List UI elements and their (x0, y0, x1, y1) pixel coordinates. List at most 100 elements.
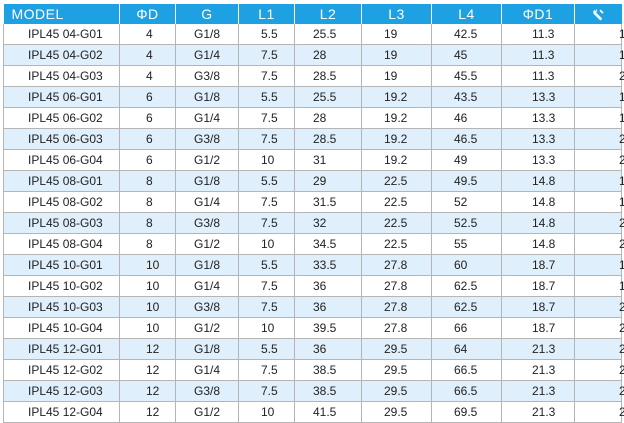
l1-cell: 7.5 (238, 212, 295, 234)
thread-cell: G1/8 (175, 170, 239, 192)
l3-cell: 19 (361, 44, 432, 66)
thread-cell: G1/4 (175, 44, 239, 66)
model-cell: IPL45 10-G02 (3, 275, 120, 297)
l2-cell: 28 (294, 44, 362, 66)
d1-cell: 21.3 (501, 380, 575, 402)
outer-diameter-cell: 4 (119, 44, 176, 66)
wrench-size-cell: 21 (574, 338, 624, 360)
wrench-size-cell: 24 (574, 149, 624, 171)
wrench-size-cell: 21 (574, 380, 624, 402)
l4-cell: 43.5 (431, 86, 502, 108)
l2-cell: 31 (294, 149, 362, 171)
l2-cell: 33.5 (294, 254, 362, 276)
spec-table: MODEL ΦD G L1 L2 L3 L4 ΦD1 IPL45 04-G01 4… (3, 4, 624, 423)
outer-diameter-cell: 6 (119, 86, 176, 108)
l3-cell: 19.2 (361, 107, 432, 129)
l4-cell: 64 (431, 338, 502, 360)
outer-diameter-cell: 8 (119, 212, 176, 234)
l4-cell: 66.5 (431, 380, 502, 402)
wrench-size-cell: 14 (574, 24, 624, 45)
d1-cell: 14.8 (501, 233, 575, 255)
header-l1: L1 (238, 4, 295, 24)
l1-cell: 5.5 (238, 86, 295, 108)
d1-cell: 11.3 (501, 24, 575, 45)
thread-cell: G3/8 (175, 380, 239, 402)
l2-cell: 28.5 (294, 128, 362, 150)
l4-cell: 52 (431, 191, 502, 213)
l3-cell: 29.5 (361, 338, 432, 360)
wrench-size-cell: 20 (574, 128, 624, 150)
l4-cell: 55 (431, 233, 502, 255)
header-wrench (574, 4, 622, 24)
model-cell: IPL45 06-G04 (3, 149, 120, 171)
model-cell: IPL45 12-G01 (3, 338, 120, 360)
l3-cell: 19.2 (361, 86, 432, 108)
thread-cell: G1/4 (175, 275, 239, 297)
wrench-size-cell: 20 (574, 212, 624, 234)
l3-cell: 19.2 (361, 149, 432, 171)
d1-cell: 14.8 (501, 170, 575, 192)
model-cell: IPL45 10-G04 (3, 317, 120, 339)
outer-diameter-cell: 12 (119, 401, 176, 423)
wrench-size-cell: 14 (574, 86, 624, 108)
model-cell: IPL45 04-G01 (3, 24, 120, 45)
l2-cell: 28 (294, 107, 362, 129)
d1-cell: 13.3 (501, 128, 575, 150)
l4-cell: 45.5 (431, 65, 502, 87)
d1-cell: 14.8 (501, 191, 575, 213)
l1-cell: 10 (238, 233, 295, 255)
outer-diameter-cell: 6 (119, 128, 176, 150)
l1-cell: 7.5 (238, 44, 295, 66)
l2-cell: 36 (294, 296, 362, 318)
thread-cell: G1/4 (175, 107, 239, 129)
l2-cell: 36 (294, 338, 362, 360)
l4-cell: 69.5 (431, 401, 502, 423)
l3-cell: 29.5 (361, 401, 432, 423)
outer-diameter-cell: 10 (119, 275, 176, 297)
l4-cell: 66 (431, 317, 502, 339)
l3-cell: 19 (361, 24, 432, 45)
l4-cell: 46.5 (431, 128, 502, 150)
l4-cell: 49.5 (431, 170, 502, 192)
l1-cell: 5.5 (238, 170, 295, 192)
model-cell: IPL45 12-G03 (3, 380, 120, 402)
model-cell: IPL45 06-G02 (3, 107, 120, 129)
outer-diameter-cell: 10 (119, 296, 176, 318)
l1-cell: 7.5 (238, 107, 295, 129)
l3-cell: 27.8 (361, 296, 432, 318)
l3-cell: 29.5 (361, 380, 432, 402)
d1-cell: 14.8 (501, 212, 575, 234)
l1-cell: 7.5 (238, 128, 295, 150)
l4-cell: 66.5 (431, 359, 502, 381)
thread-cell: G1/8 (175, 254, 239, 276)
l4-cell: 45 (431, 44, 502, 66)
l2-cell: 39.5 (294, 317, 362, 339)
l2-cell: 36 (294, 275, 362, 297)
l3-cell: 19.2 (361, 128, 432, 150)
thread-cell: G1/8 (175, 86, 239, 108)
l1-cell: 5.5 (238, 254, 295, 276)
l3-cell: 27.8 (361, 275, 432, 297)
outer-diameter-cell: 10 (119, 317, 176, 339)
l2-cell: 29 (294, 170, 362, 192)
outer-diameter-cell: 12 (119, 338, 176, 360)
l2-cell: 32 (294, 212, 362, 234)
thread-cell: G3/8 (175, 128, 239, 150)
wrench-size-cell: 17 (574, 254, 624, 276)
header-thread: G (175, 4, 239, 24)
l2-cell: 38.5 (294, 380, 362, 402)
l2-cell: 25.5 (294, 24, 362, 45)
wrench-icon (591, 6, 605, 22)
thread-cell: G1/8 (175, 24, 239, 45)
l3-cell: 22.5 (361, 212, 432, 234)
l1-cell: 7.5 (238, 296, 295, 318)
